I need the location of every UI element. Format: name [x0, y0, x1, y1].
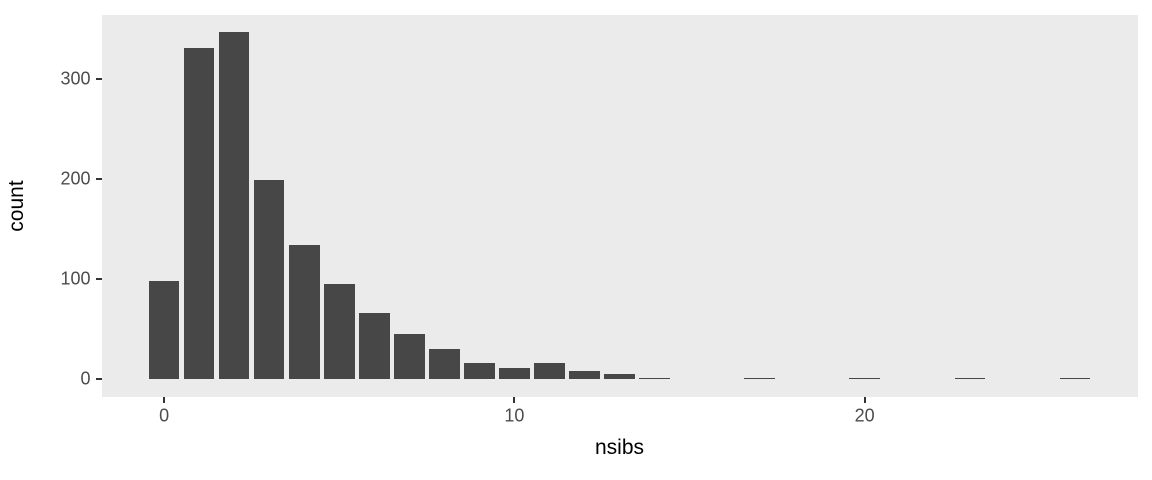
y-tick-label: 200: [60, 168, 91, 189]
y-tick-mark: [95, 278, 102, 281]
histogram-bar: [394, 334, 425, 380]
y-tick-mark: [95, 177, 102, 180]
histogram-bar: [464, 363, 495, 380]
histogram-bar: [639, 378, 670, 380]
histogram-bar: [1059, 378, 1091, 380]
histogram-bar: [219, 31, 250, 380]
histogram-bar: [324, 284, 355, 380]
histogram-bar: [569, 371, 600, 380]
x-axis-title: nsibs: [594, 435, 645, 459]
x-tick-mark: [163, 396, 166, 403]
y-tick-mark: [95, 378, 102, 381]
histogram-bar: [254, 179, 285, 380]
y-tick-mark: [95, 77, 102, 80]
x-tick-mark: [513, 396, 516, 403]
x-tick-label: 0: [159, 405, 170, 425]
x-tick-label: 20: [854, 405, 875, 425]
y-tick-label: 300: [60, 68, 91, 89]
histogram-bar: [429, 349, 460, 380]
histogram-bar: [359, 313, 390, 380]
x-tick-label: 10: [504, 405, 525, 425]
histogram-bar: [849, 378, 880, 380]
x-tick-mark: [863, 396, 866, 403]
histogram-bar: [954, 378, 985, 380]
histogram-bar: [148, 281, 180, 380]
histogram-bar: [183, 47, 215, 380]
histogram-bar: [289, 245, 320, 380]
histogram-bar: [744, 378, 775, 380]
y-tick-label: 0: [80, 368, 91, 389]
histogram-bar: [534, 363, 565, 380]
y-axis-title: count: [5, 179, 28, 232]
histogram-bar: [499, 368, 530, 380]
histogram-bar: [604, 374, 635, 380]
y-tick-label: 100: [60, 268, 91, 289]
